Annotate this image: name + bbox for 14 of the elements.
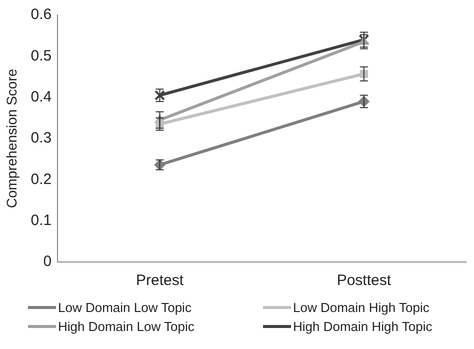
y-tick-label: 0.4 — [30, 88, 52, 106]
y-axis-title: Comprehension Score — [3, 68, 20, 208]
legend-label: High Domain Low Topic — [58, 319, 194, 334]
legend-label: Low Domain High Topic — [293, 300, 430, 315]
legend-label: Low Domain Low Topic — [58, 300, 192, 315]
y-tick-label: 0.3 — [30, 130, 52, 147]
y-tick-label: 0.5 — [30, 47, 52, 64]
y-tick-label: 0 — [43, 253, 52, 270]
x-tick-label: Pretest — [136, 272, 184, 290]
y-tick-label: 0.6 — [30, 6, 52, 24]
y-tick-label: 0.1 — [30, 212, 52, 229]
y-tick-label: 0.2 — [30, 170, 52, 188]
legend-label: High Domain High Topic — [293, 319, 432, 334]
x-tick-label: Posttest — [336, 272, 392, 290]
